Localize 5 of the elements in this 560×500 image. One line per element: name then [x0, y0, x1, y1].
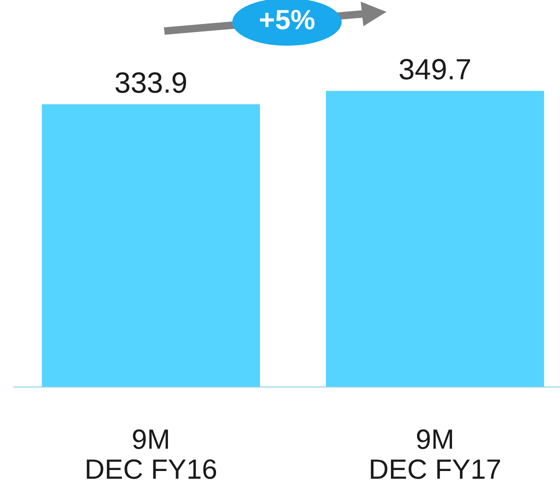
x-tick-label: 9M DEC FY16	[86, 429, 216, 479]
data-label: 333.9	[116, 72, 186, 93]
data-label: 349.7	[400, 58, 470, 80]
x-tick-label: 9M DEC FY17	[370, 429, 500, 479]
text: +5%	[260, 10, 314, 30]
